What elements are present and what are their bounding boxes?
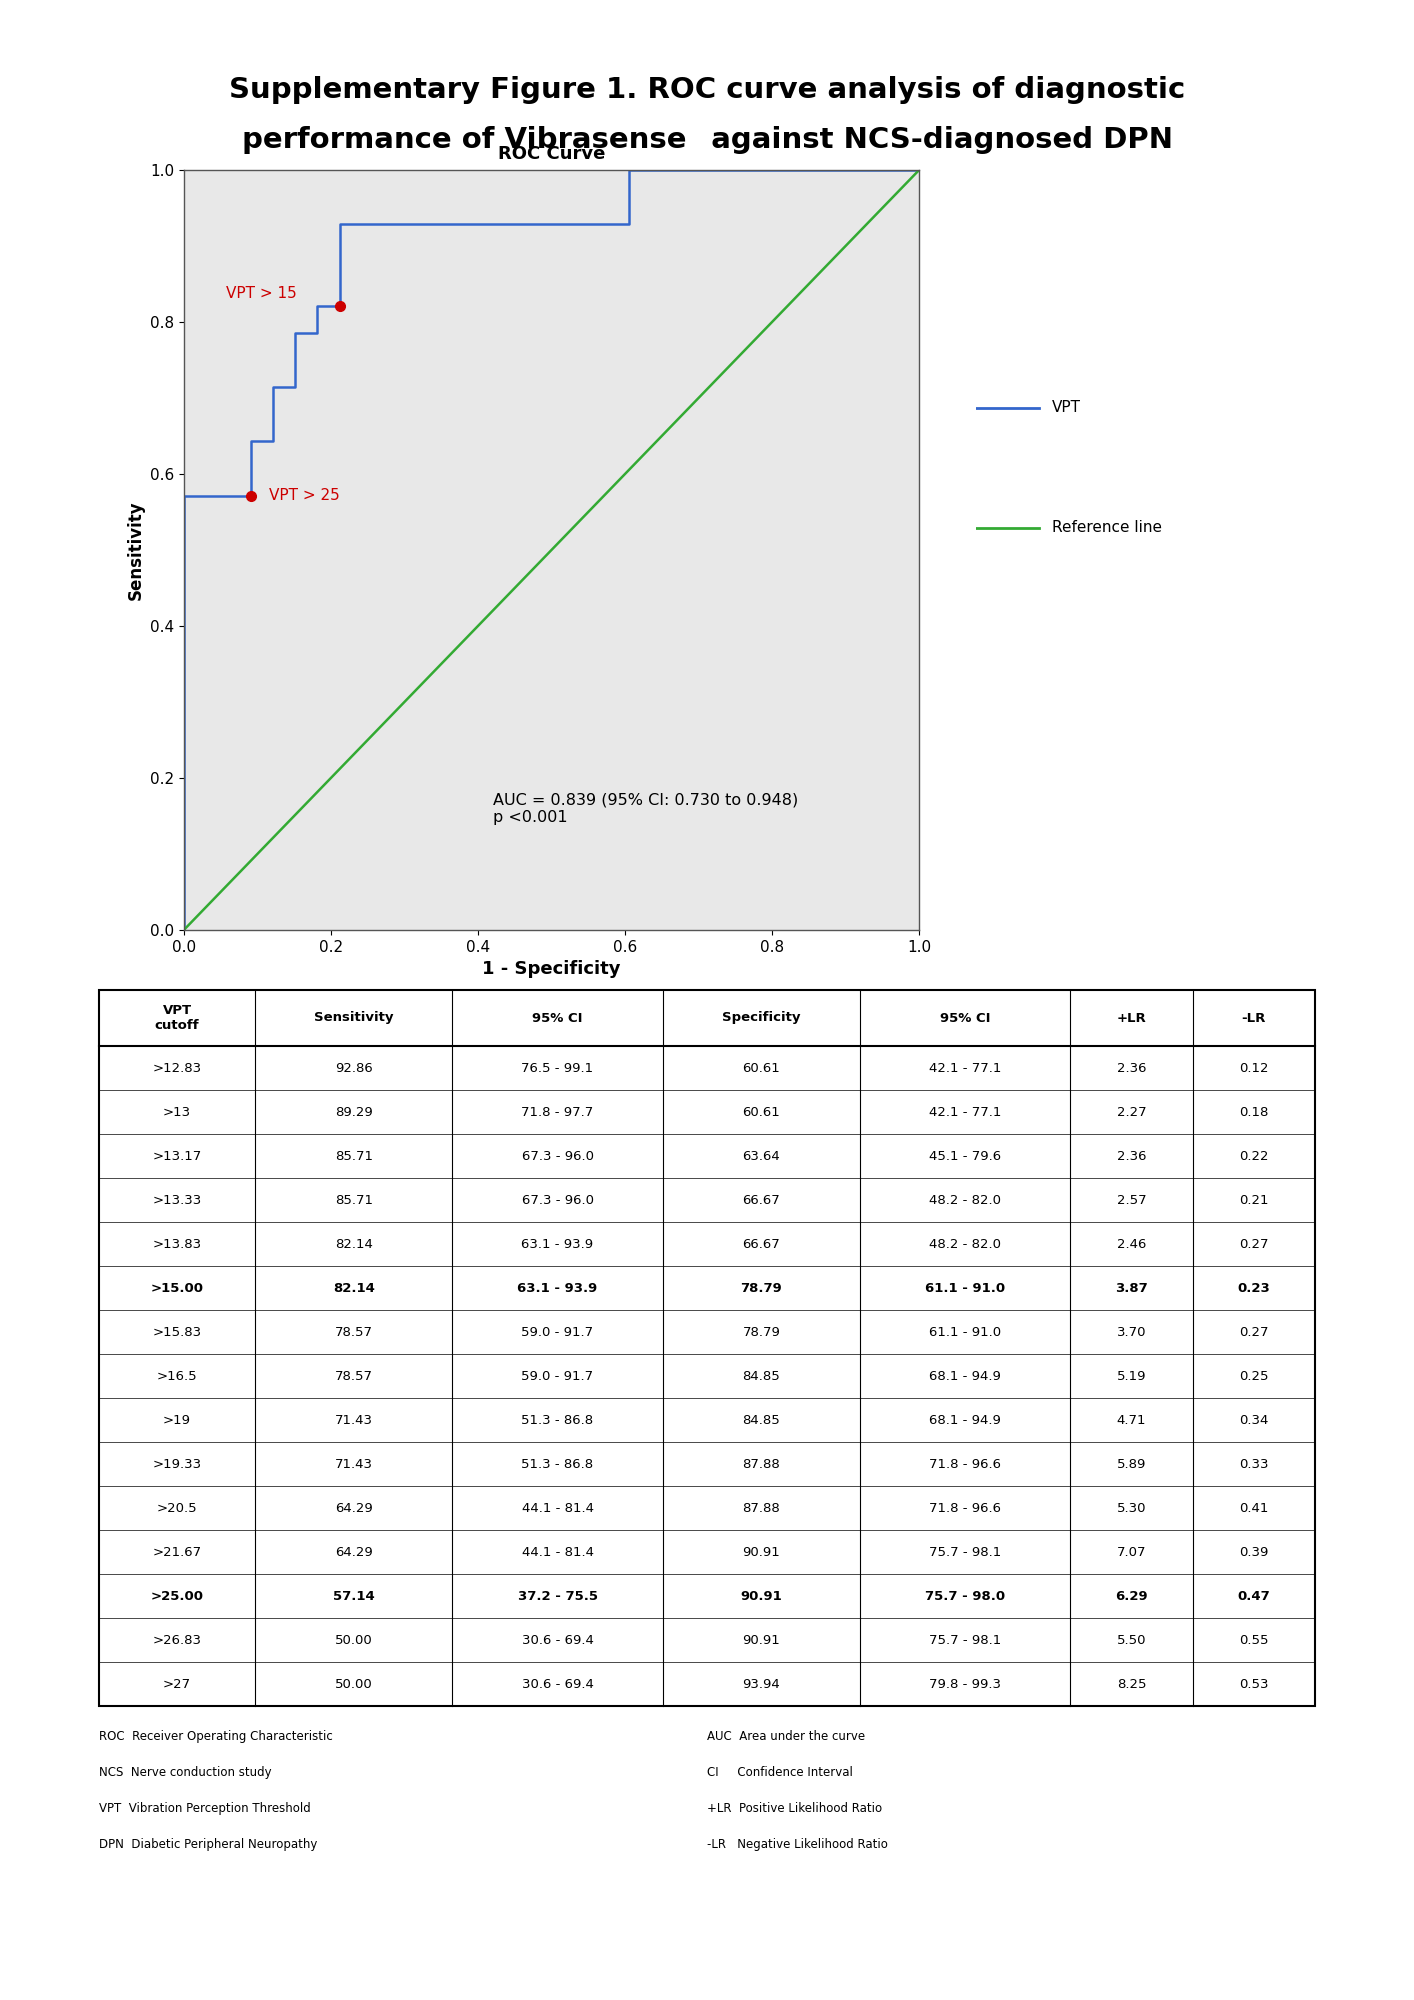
VPT [242, 484, 259, 508]
Text: -LR: -LR [1241, 1012, 1266, 1024]
Text: 2.36: 2.36 [1117, 1062, 1147, 1074]
Text: 48.2 - 82.0: 48.2 - 82.0 [929, 1194, 1001, 1206]
Text: 67.3 - 96.0: 67.3 - 96.0 [522, 1194, 594, 1206]
Text: >27: >27 [163, 1678, 191, 1690]
Text: 61.1 - 91.0: 61.1 - 91.0 [925, 1282, 1005, 1294]
Text: 71.43: 71.43 [335, 1414, 373, 1426]
VPT [420, 212, 437, 236]
Text: 90.91: 90.91 [741, 1590, 782, 1602]
Text: 78.79: 78.79 [741, 1282, 782, 1294]
Text: 0.34: 0.34 [1239, 1414, 1268, 1426]
VPT [331, 266, 348, 290]
Text: 30.6 - 69.4: 30.6 - 69.4 [522, 1678, 594, 1690]
VPT [354, 212, 370, 236]
Text: >15.83: >15.83 [153, 1326, 202, 1338]
Text: Specificity: Specificity [723, 1012, 800, 1024]
Text: performance of Vibrasense  against NCS-diagnosed DPN: performance of Vibrasense against NCS-di… [242, 126, 1172, 154]
VPT [621, 212, 638, 236]
Text: 0.27: 0.27 [1239, 1326, 1268, 1338]
Text: 44.1 - 81.4: 44.1 - 81.4 [522, 1546, 594, 1558]
Text: AUC = 0.839 (95% CI: 0.730 to 0.948)
p <0.001: AUC = 0.839 (95% CI: 0.730 to 0.948) p <… [492, 792, 797, 824]
Text: ROC  Receiver Operating Characteristic: ROC Receiver Operating Characteristic [99, 1730, 332, 1742]
Text: VPT > 25: VPT > 25 [269, 488, 339, 502]
VPT [310, 320, 327, 344]
Y-axis label: Sensitivity: Sensitivity [126, 500, 144, 600]
Text: Supplementary Figure 1. ROC curve analysis of diagnostic: Supplementary Figure 1. ROC curve analys… [229, 76, 1185, 104]
Text: VPT
cutoff: VPT cutoff [154, 1004, 199, 1032]
VPT [310, 294, 327, 318]
VPT [331, 212, 348, 236]
VPT [175, 484, 192, 508]
Text: 75.7 - 98.1: 75.7 - 98.1 [929, 1634, 1001, 1646]
Text: Reference line: Reference line [1052, 520, 1162, 536]
Text: 82.14: 82.14 [335, 1238, 373, 1250]
Text: 51.3 - 86.8: 51.3 - 86.8 [522, 1458, 594, 1470]
Text: 78.57: 78.57 [335, 1370, 373, 1382]
Text: +LR  Positive Likelihood Ratio: +LR Positive Likelihood Ratio [707, 1802, 882, 1816]
Text: >13.17: >13.17 [153, 1150, 202, 1162]
Text: 5.89: 5.89 [1117, 1458, 1147, 1470]
Text: 6.29: 6.29 [1116, 1590, 1148, 1602]
Text: CI     Confidence Interval: CI Confidence Interval [707, 1766, 853, 1780]
Text: 93.94: 93.94 [742, 1678, 781, 1690]
Text: 82.14: 82.14 [332, 1282, 375, 1294]
Text: 85.71: 85.71 [335, 1194, 373, 1206]
Text: 8.25: 8.25 [1117, 1678, 1147, 1690]
Text: 2.57: 2.57 [1117, 1194, 1147, 1206]
Text: 44.1 - 81.4: 44.1 - 81.4 [522, 1502, 594, 1514]
Text: >15.00: >15.00 [151, 1282, 204, 1294]
Text: 76.5 - 99.1: 76.5 - 99.1 [522, 1062, 594, 1074]
Text: NCS  Nerve conduction study: NCS Nerve conduction study [99, 1766, 271, 1780]
X-axis label: 1 - Specificity: 1 - Specificity [482, 960, 621, 978]
Text: 75.7 - 98.1: 75.7 - 98.1 [929, 1546, 1001, 1558]
VPT [287, 376, 304, 400]
Text: >26.83: >26.83 [153, 1634, 202, 1646]
VPT [331, 294, 348, 318]
Text: 0.25: 0.25 [1239, 1370, 1268, 1382]
Text: DPN  Diabetic Peripheral Neuropathy: DPN Diabetic Peripheral Neuropathy [99, 1838, 317, 1852]
Text: 0.12: 0.12 [1239, 1062, 1268, 1074]
Text: 0.18: 0.18 [1239, 1106, 1268, 1118]
VPT [287, 320, 304, 344]
Text: 68.1 - 94.9: 68.1 - 94.9 [929, 1414, 1001, 1426]
Text: 59.0 - 91.7: 59.0 - 91.7 [522, 1370, 594, 1382]
Text: 3.70: 3.70 [1117, 1326, 1147, 1338]
Text: 68.1 - 94.9: 68.1 - 94.9 [929, 1370, 1001, 1382]
Text: 71.8 - 96.6: 71.8 - 96.6 [929, 1502, 1001, 1514]
Text: 78.79: 78.79 [742, 1326, 781, 1338]
VPT [443, 212, 460, 236]
Text: >16.5: >16.5 [157, 1370, 198, 1382]
Text: 2.27: 2.27 [1117, 1106, 1147, 1118]
VPT [175, 700, 192, 724]
Text: 66.67: 66.67 [742, 1194, 781, 1206]
Text: 71.8 - 97.7: 71.8 - 97.7 [522, 1106, 594, 1118]
VPT [264, 376, 281, 400]
Text: >13.83: >13.83 [153, 1238, 202, 1250]
VPT [420, 212, 437, 236]
Text: 63.64: 63.64 [742, 1150, 781, 1162]
VPT [354, 212, 370, 236]
Text: >20.5: >20.5 [157, 1502, 198, 1514]
Text: 90.91: 90.91 [742, 1634, 781, 1646]
Text: 64.29: 64.29 [335, 1502, 373, 1514]
Text: +LR: +LR [1117, 1012, 1147, 1024]
Text: 0.33: 0.33 [1239, 1458, 1268, 1470]
VPT [331, 240, 348, 264]
Text: 75.7 - 98.0: 75.7 - 98.0 [925, 1590, 1005, 1602]
Text: 0.41: 0.41 [1239, 1502, 1268, 1514]
Text: 87.88: 87.88 [742, 1458, 781, 1470]
Text: 51.3 - 86.8: 51.3 - 86.8 [522, 1414, 594, 1426]
Text: 48.2 - 82.0: 48.2 - 82.0 [929, 1238, 1001, 1250]
Text: 90.91: 90.91 [742, 1546, 781, 1558]
Text: Sensitivity: Sensitivity [314, 1012, 393, 1024]
Text: 92.86: 92.86 [335, 1062, 373, 1074]
Text: 78.57: 78.57 [335, 1326, 373, 1338]
Text: 85.71: 85.71 [335, 1150, 373, 1162]
Text: >19.33: >19.33 [153, 1458, 202, 1470]
Title: ROC Curve: ROC Curve [498, 144, 605, 162]
Text: 59.0 - 91.7: 59.0 - 91.7 [522, 1326, 594, 1338]
Text: 30.6 - 69.4: 30.6 - 69.4 [522, 1634, 594, 1646]
Text: 57.14: 57.14 [332, 1590, 375, 1602]
VPT [242, 430, 259, 454]
Text: 84.85: 84.85 [742, 1414, 781, 1426]
